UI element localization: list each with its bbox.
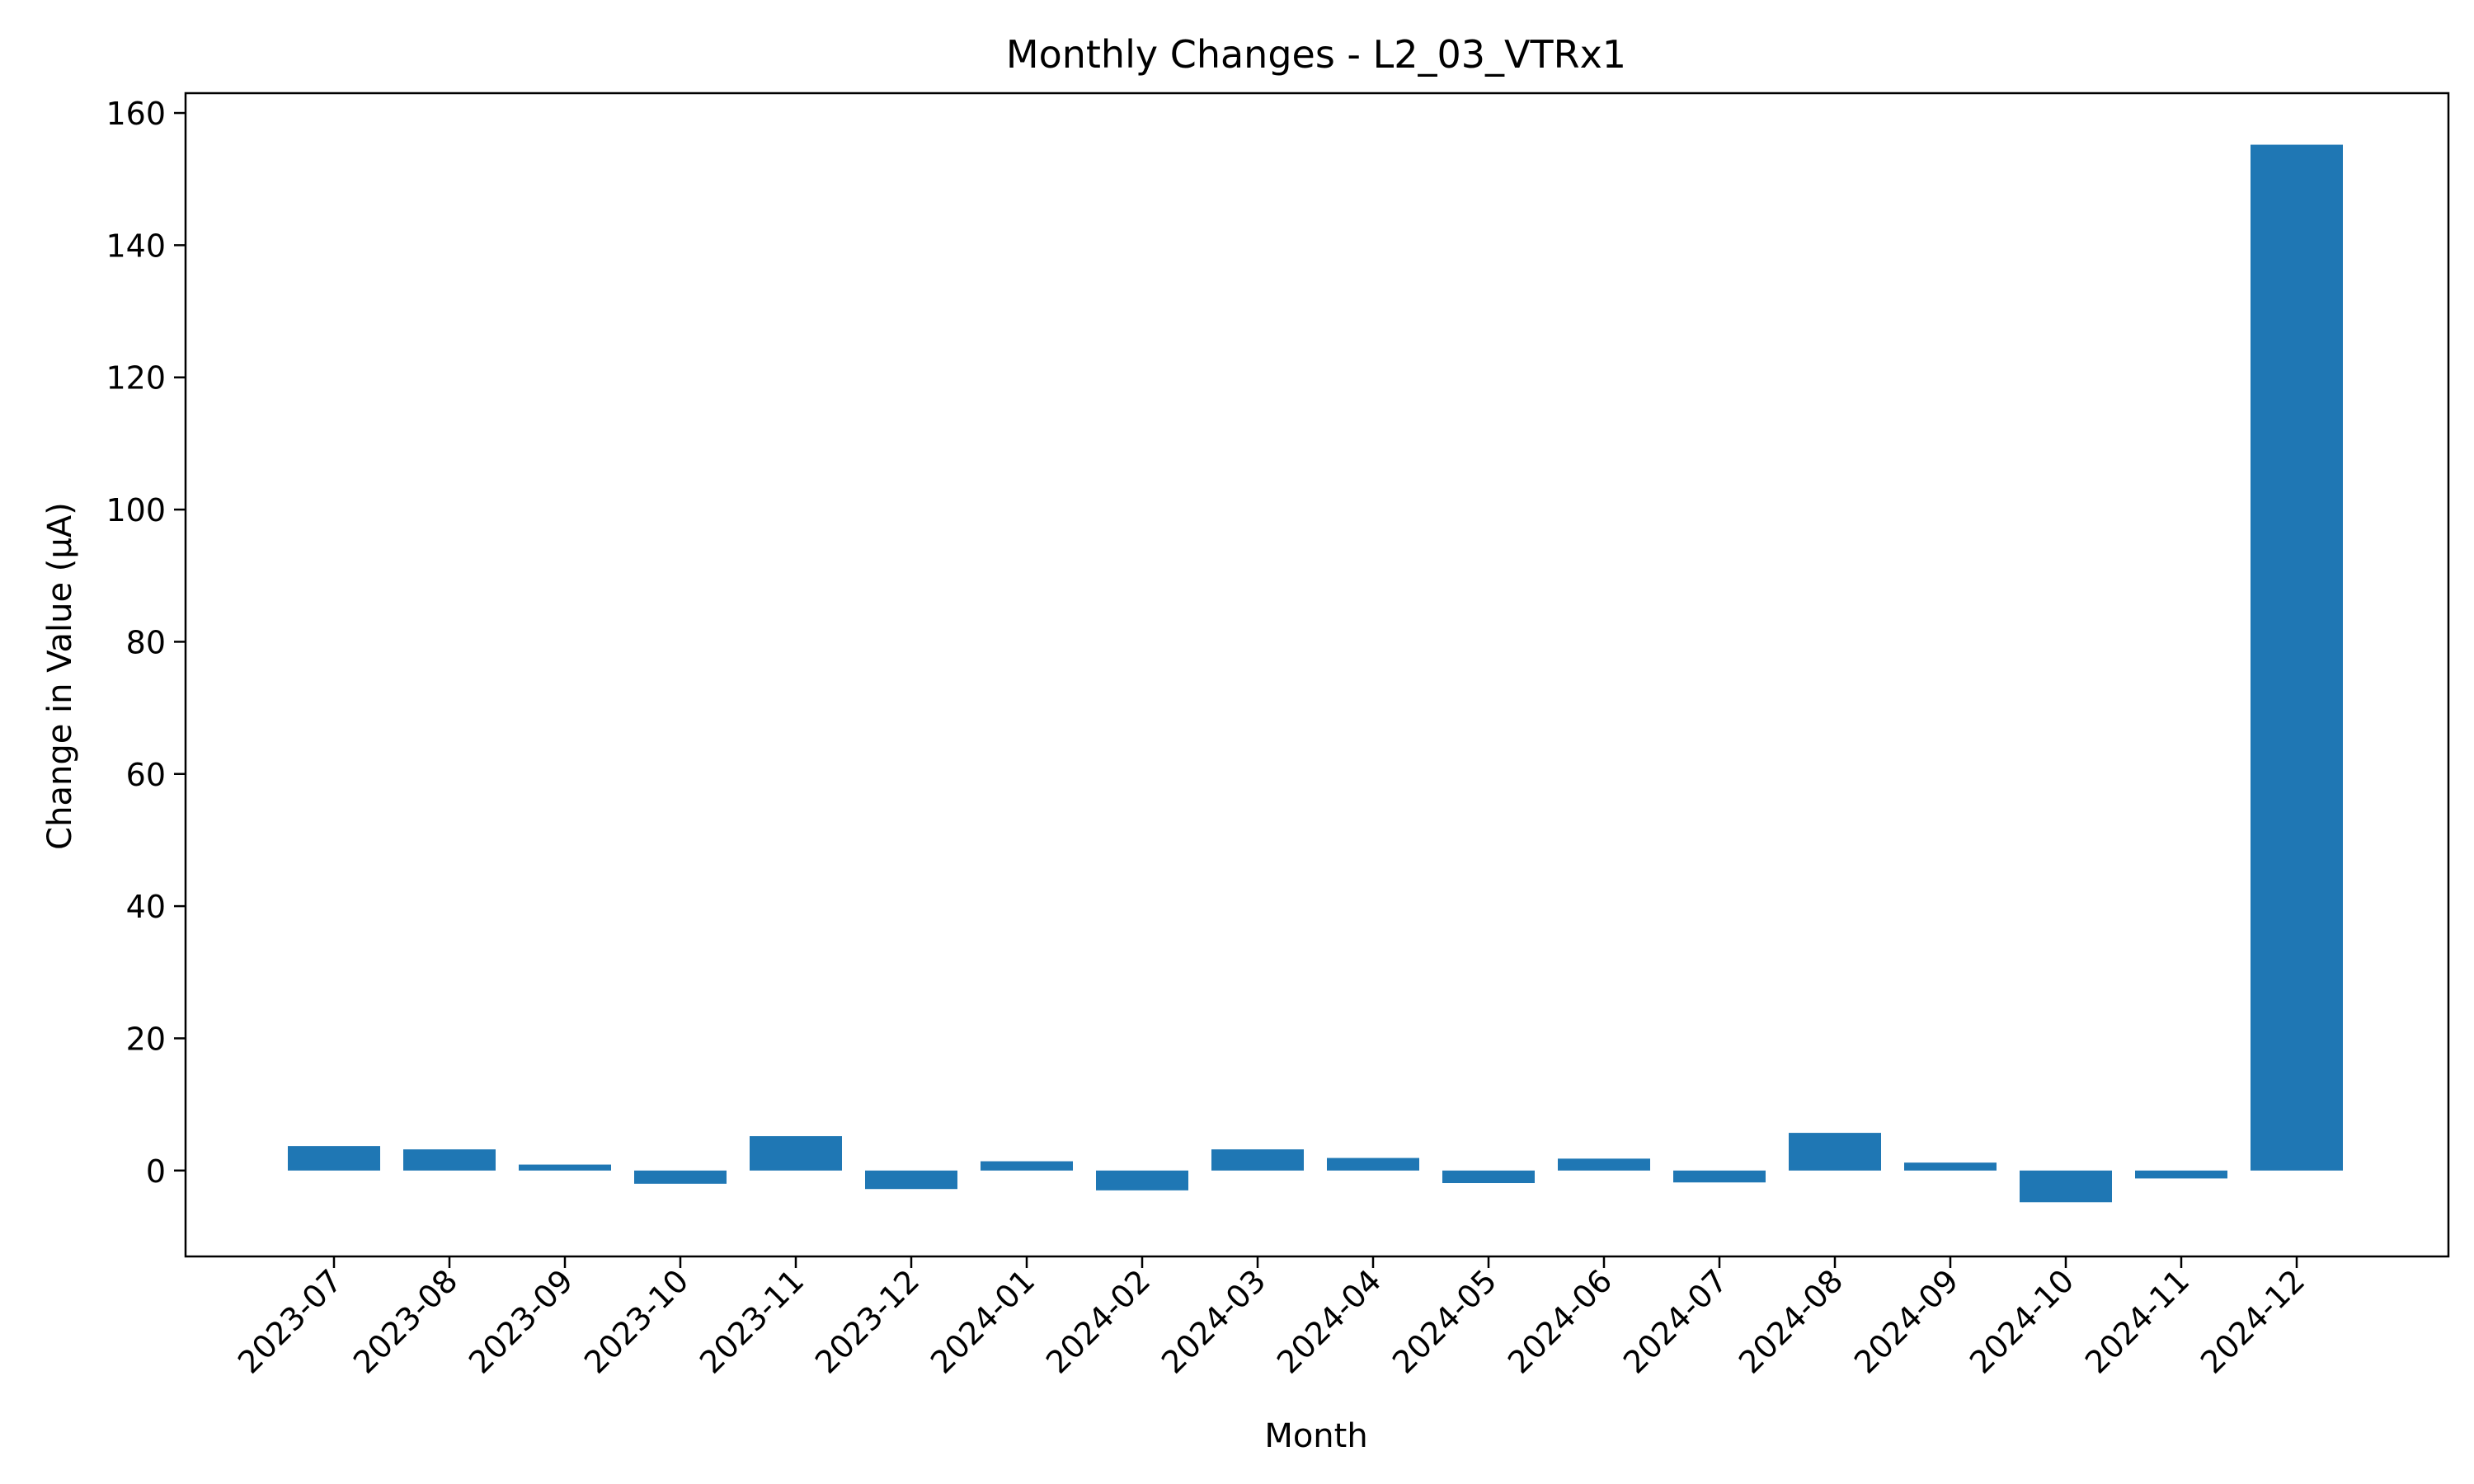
y-axis-label: Change in Value (μA) <box>41 502 79 850</box>
bar-2023-08 <box>403 1149 496 1171</box>
bar-2024-08 <box>1789 1133 1881 1171</box>
x-axis-label: Month <box>1264 1417 1367 1455</box>
y-tick-label: 120 <box>106 360 166 397</box>
bar-2024-12 <box>2251 144 2343 1171</box>
bar-2024-04 <box>1327 1158 1419 1171</box>
chart-title: Monthly Changes - L2_03_VTRx1 <box>1006 32 1626 77</box>
y-axis: 0 20 40 60 80 100 120 140 160 <box>106 96 186 1190</box>
y-tick-label: 160 <box>106 96 166 132</box>
bar-2023-11 <box>750 1136 842 1171</box>
y-tick-label: 60 <box>126 757 166 793</box>
bar-2024-10 <box>2020 1170 2112 1203</box>
y-tick-label: 0 <box>146 1153 166 1190</box>
bars-group <box>288 144 2343 1203</box>
bar-2024-01 <box>981 1161 1073 1171</box>
y-tick-label: 20 <box>126 1021 166 1057</box>
bar-2024-07 <box>1673 1170 1766 1183</box>
plot-frame <box>184 92 2450 1258</box>
bar-2023-10 <box>634 1170 727 1184</box>
y-tick-label: 140 <box>106 228 166 264</box>
bar-2024-06 <box>1558 1158 1650 1171</box>
bar-2023-09 <box>519 1164 611 1171</box>
y-tick-label: 80 <box>126 624 166 660</box>
bar-2024-02 <box>1096 1170 1188 1190</box>
bar-2024-11 <box>2135 1170 2227 1179</box>
bar-2024-03 <box>1211 1149 1304 1171</box>
bar-2023-12 <box>865 1170 957 1190</box>
bar-2023-07 <box>288 1146 380 1171</box>
bar-2024-09 <box>1904 1162 1997 1171</box>
y-tick-label: 40 <box>126 889 166 925</box>
y-tick-label: 100 <box>106 492 166 528</box>
bar-2024-05 <box>1442 1170 1535 1184</box>
